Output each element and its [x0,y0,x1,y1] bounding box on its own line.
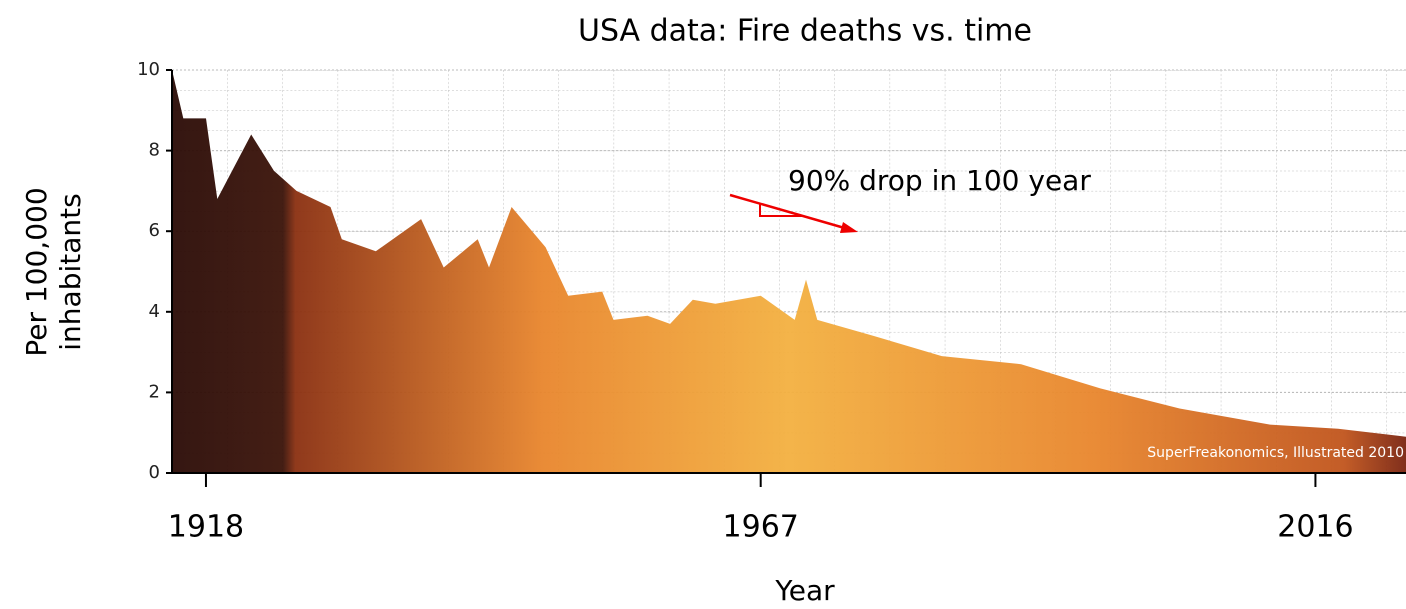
y-axis-label: Per 100,000 inhabitants [20,187,87,356]
x-axis-label: Year [774,574,835,607]
x-tick-label: 2016 [1277,510,1353,545]
y-tick-label: 0 [149,462,160,483]
y-tick-label: 10 [137,59,160,80]
y-tick-label: 6 [149,220,160,241]
y-axis-label-line: Per 100,000 [20,187,53,356]
y-tick-label: 4 [149,301,160,322]
annotation: 90% drop in 100 year [788,164,1091,197]
source-note: SuperFreakonomics, Illustrated 2010 [1147,445,1404,461]
chart: USA data: Fire deaths vs. time Year Per … [0,0,1406,609]
page: USA data: Fire deaths vs. time Year Per … [0,0,1406,609]
y-axis-label-line: inhabitants [54,193,87,350]
x-tick-label: 1918 [168,510,244,545]
y-tick-label: 2 [149,381,160,402]
y-tick-label: 8 [149,140,160,161]
x-tick-label: 1967 [723,510,799,545]
chart-title: USA data: Fire deaths vs. time [578,14,1032,49]
